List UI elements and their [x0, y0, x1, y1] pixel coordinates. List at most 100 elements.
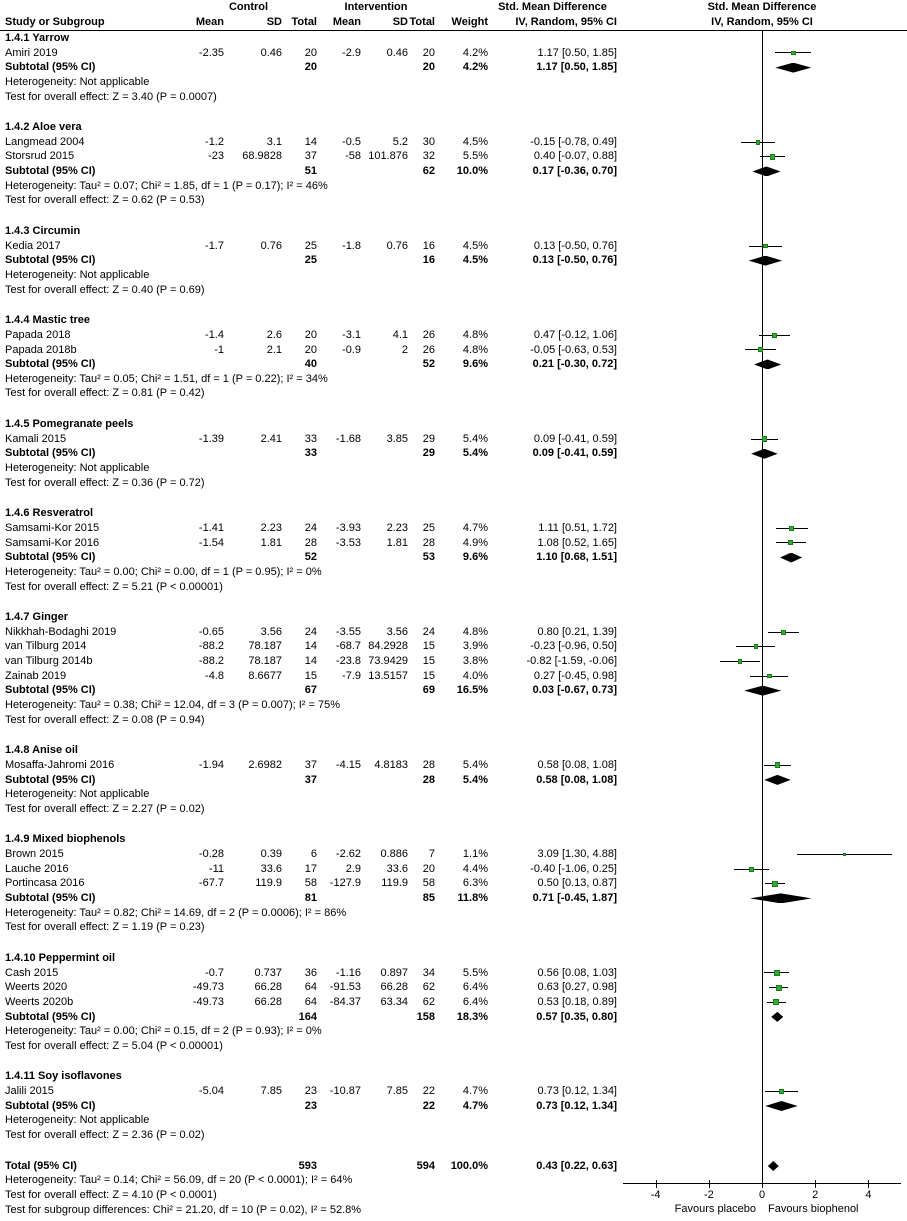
plot-cell [617, 224, 907, 239]
value-cell: 29 [422, 447, 435, 460]
value-cell: -23 [208, 150, 224, 163]
study-row: Amiri 2019 -2.35 0.46 20 -2.9 0.46 20 4.2% 1.17 … [0, 46, 907, 61]
value-cell: -84.37 [329, 995, 361, 1008]
value-cell: 0.897 [380, 966, 408, 979]
subgroup-title-text: 1.4.10 Peppermint oil [5, 951, 116, 964]
value-cell: 4.2% [462, 61, 488, 74]
overall-effect-line-text: Test for overall effect: Z = 2.36 (P = 0… [5, 1129, 205, 1141]
zero-effect-line [761, 31, 763, 1183]
study-label: Subtotal (95% CI) [5, 1010, 96, 1023]
value-cell: 84.2928 [368, 640, 408, 653]
value-cell: 52 [422, 358, 435, 371]
pooled-diamond [750, 893, 812, 904]
value-cell: -4.8 [205, 669, 224, 682]
header-smd-plot: Std. Mean Difference [707, 1, 817, 13]
value-cell: 3.85 [386, 432, 408, 445]
value-cell: -10.87 [329, 1085, 361, 1098]
value-cell: 4.7% [462, 521, 488, 534]
value-cell: 2.23 [260, 521, 282, 534]
point-estimate-marker [774, 762, 781, 768]
value-cell: 25 [422, 521, 435, 534]
value-cell: 3.9% [462, 640, 488, 653]
value-cell: 594 [416, 1159, 435, 1172]
study-label: Subtotal (95% CI) [5, 358, 96, 371]
plot-cell [617, 966, 907, 981]
plot-cell [617, 891, 907, 906]
value-cell: 16 [422, 239, 435, 252]
plot-cell [617, 610, 907, 625]
value-cell: 16.5% [456, 684, 488, 697]
overall-effect-line-text: Test for overall effect: Z = 0.36 (P = 0… [5, 476, 205, 489]
value-cell: 67 [304, 684, 317, 697]
axis-tick-label: 2 [812, 1189, 819, 1201]
value-cell: -0.40 [-1.06, 0.25] [530, 862, 617, 875]
point-estimate-marker [762, 243, 768, 249]
overall-effect-line: Test for overall effect: Z = 1.19 (P = 0… [0, 920, 907, 935]
point-estimate-marker [737, 659, 743, 664]
plot-cell [617, 787, 907, 802]
point-estimate-marker [773, 999, 780, 1006]
table-header: Control Intervention Std. Mean Differenc… [0, 0, 907, 31]
value-cell: 4.2% [462, 46, 488, 59]
value-cell: 17 [304, 862, 317, 875]
study-label: Samsami-Kor 2016 [5, 536, 100, 549]
point-estimate-marker [771, 332, 778, 338]
value-cell: 29 [422, 432, 435, 445]
plot-cell [617, 60, 907, 75]
heterogeneity-line: Heterogeneity: Tau² = 0.82; Chi² = 14.69… [0, 906, 907, 921]
study-row: Weerts 2020 -49.73 66.28 64 -91.53 66.28 62 6.4… [0, 980, 907, 995]
value-cell: 0.50 [0.13, 0.87] [537, 877, 617, 890]
plot-cell [617, 90, 907, 105]
value-cell: 3.1 [266, 135, 282, 148]
overall-effect-line-text: Test for overall effect: Z = 5.21 (P < 0… [5, 580, 223, 593]
point-estimate-marker [769, 154, 776, 160]
value-cell: 0.17 [-0.36, 0.70] [532, 165, 617, 178]
plot-cell [617, 536, 907, 551]
heterogeneity-line: Heterogeneity: Not applicable [0, 1113, 907, 1128]
point-estimate-marker [755, 139, 761, 145]
value-cell: 4.8% [462, 343, 488, 356]
value-cell: 5.4% [462, 758, 488, 771]
plot-cell [617, 521, 907, 536]
study-label: Mosaffa-Jahromi 2016 [5, 758, 115, 771]
subtotal-row: Subtotal (95% CI) 33 29 5.4% 0.09 [-0.41, 0.… [0, 446, 907, 461]
subgroup-title-text: 1.4.3 Circumin [5, 225, 81, 238]
value-cell: 37 [304, 773, 317, 786]
study-row: Samsami-Kor 2016 -1.54 1.81 28 -3.53 1.81 28 4.… [0, 536, 907, 551]
value-cell: 6.4% [462, 995, 488, 1008]
study-row: Papada 2018b -1 2.1 20 -0.9 2 26 4.8% -0.05 [-0.… [0, 343, 907, 358]
study-label: Samsami-Kor 2015 [5, 521, 100, 534]
study-label: Subtotal (95% CI) [5, 684, 96, 697]
value-cell: -68.7 [335, 640, 361, 653]
point-estimate-marker [772, 880, 779, 887]
value-cell: 2 [401, 343, 408, 356]
value-cell: -1.7 [205, 239, 224, 252]
overall-effect-line-text: Test for overall effect: Z = 0.40 (P = 0… [5, 283, 205, 296]
axis-tick [815, 1180, 817, 1188]
value-cell: 0.43 [0.22, 0.63] [536, 1159, 617, 1172]
value-cell: 36 [304, 966, 317, 979]
value-cell: 25 [304, 254, 317, 267]
header-intervention-total: Total [409, 16, 435, 28]
value-cell: -1.54 [198, 536, 224, 549]
study-row: Weerts 2020b -49.73 66.28 64 -84.37 63.34 62 6.… [0, 995, 907, 1010]
pooled-diamond [771, 1011, 784, 1022]
header-control: Control [228, 1, 269, 13]
value-cell: -3.93 [335, 521, 361, 534]
point-estimate-marker [766, 673, 772, 679]
study-label: Storsrud 2015 [5, 150, 75, 163]
header-control-total: Total [291, 16, 317, 28]
value-cell: -1.2 [205, 135, 224, 148]
value-cell: 20 [304, 46, 317, 59]
value-cell: 6.4% [462, 981, 488, 994]
plot-cell [617, 313, 907, 328]
header-smd-table: Std. Mean Difference [498, 1, 607, 13]
value-cell: 4.5% [462, 135, 488, 148]
plot-cell [617, 951, 907, 966]
overall-effect-line: Test for overall effect: Z = 2.27 (P = 0… [0, 802, 907, 817]
value-cell: 2.23 [386, 521, 408, 534]
total-overall-effect-line: Test for overall effect: Z = 4.10 (P < 0… [0, 1188, 907, 1203]
value-cell: 40 [304, 358, 317, 371]
study-row: Brown 2015 -0.28 0.39 6 -2.62 0.886 7 1.1% 3.09 … [0, 847, 907, 862]
plot-cell [617, 149, 907, 164]
